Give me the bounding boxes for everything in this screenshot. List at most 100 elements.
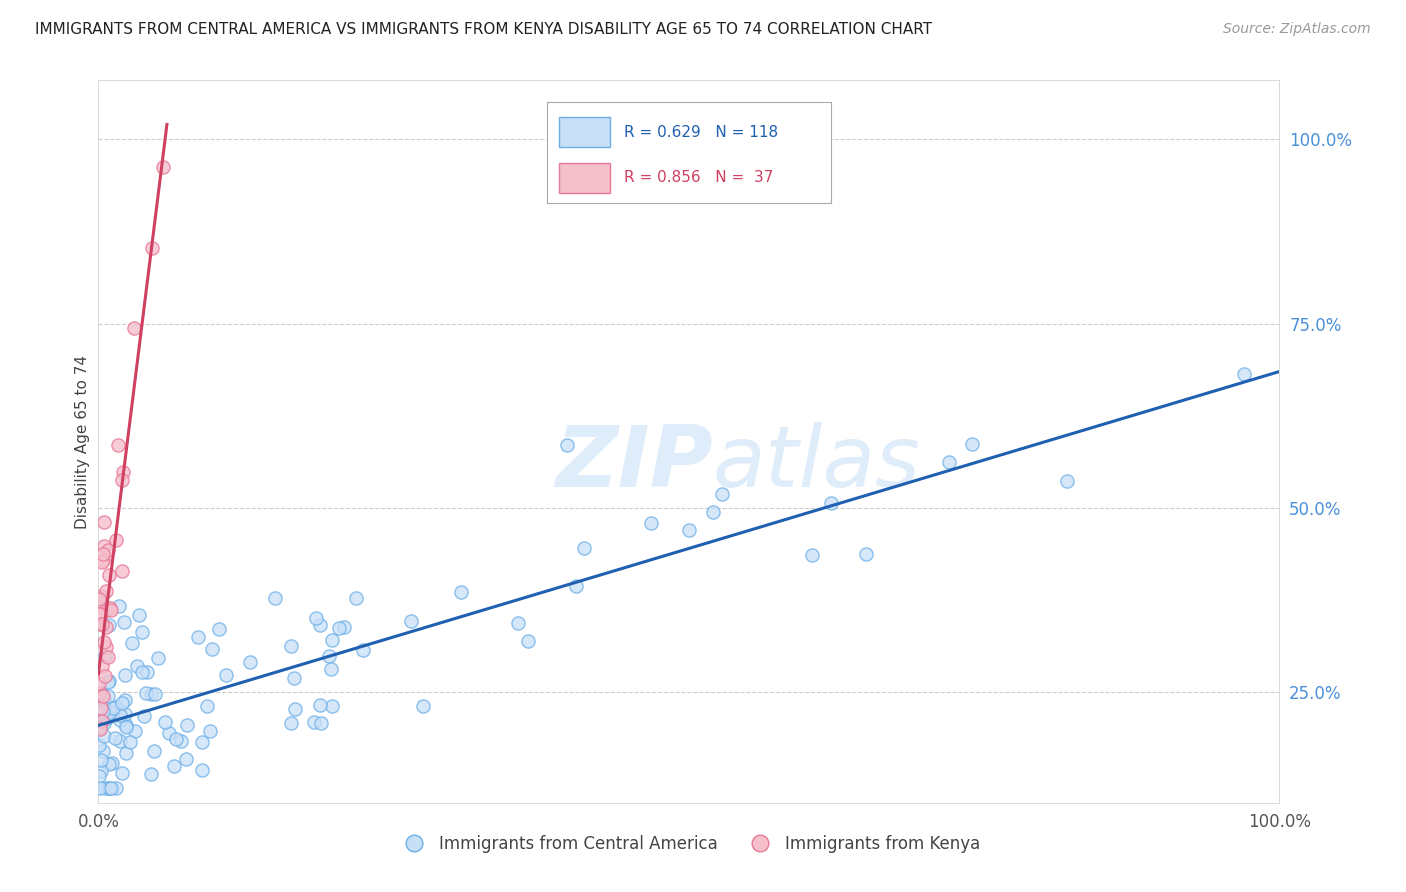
Point [309, 698, 332, 712]
Point [565, 579, 588, 593]
Point [938, 455, 960, 469]
Point [101, 756, 124, 770]
Point [111, 473, 134, 487]
Point [136, 665, 159, 679]
Point [90, 753, 112, 767]
Point [309, 716, 332, 731]
Point [94, 668, 117, 682]
Point [309, 618, 332, 632]
Point [89, 720, 111, 734]
Point [96, 710, 118, 724]
Point [104, 731, 127, 745]
Point [135, 686, 157, 700]
Point [239, 655, 262, 669]
Point [208, 623, 231, 637]
Point [108, 708, 131, 723]
Point [139, 766, 162, 780]
Point [517, 633, 540, 648]
Point [506, 615, 529, 630]
Point [962, 436, 984, 450]
Point [820, 496, 842, 510]
Point [89, 769, 111, 783]
Point [678, 523, 700, 537]
Point [128, 608, 150, 623]
Point [93, 701, 115, 715]
Text: Source: ZipAtlas.com: Source: ZipAtlas.com [1223, 22, 1371, 37]
Point [91, 617, 114, 632]
Point [163, 759, 186, 773]
Point [302, 715, 325, 730]
Legend: Immigrants from Central America, Immigrants from Kenya: Immigrants from Central America, Immigra… [391, 828, 987, 860]
Point [93, 635, 115, 649]
Point [115, 720, 138, 734]
Point [121, 636, 143, 650]
Point [87, 592, 110, 607]
Point [112, 466, 135, 480]
Point [127, 659, 149, 673]
Point [100, 780, 122, 795]
Point [89, 686, 111, 700]
Point [97, 618, 120, 632]
Point [93, 716, 115, 731]
Point [321, 698, 343, 713]
Point [97, 689, 120, 703]
Point [90, 764, 112, 779]
Point [131, 665, 153, 679]
Point [98, 600, 121, 615]
Point [91, 687, 114, 701]
Point [122, 320, 145, 334]
Point [190, 735, 212, 749]
Point [98, 706, 121, 720]
Point [96, 602, 118, 616]
Point [98, 674, 121, 689]
Point [94, 703, 117, 717]
Point [124, 724, 146, 739]
Text: ZIP: ZIP [555, 422, 713, 505]
Point [94, 640, 117, 654]
Point [321, 633, 343, 648]
Point [399, 614, 422, 628]
Point [110, 733, 132, 747]
Point [112, 615, 135, 629]
Point [91, 696, 114, 710]
Point [93, 744, 115, 758]
Point [91, 547, 114, 561]
Point [170, 734, 193, 748]
Point [1056, 474, 1078, 488]
Point [115, 718, 138, 732]
Point [131, 625, 153, 640]
Point [87, 739, 110, 753]
Point [176, 717, 198, 731]
Point [280, 640, 302, 654]
Point [90, 706, 112, 720]
Point [1233, 367, 1256, 381]
Point [101, 700, 124, 714]
Point [91, 555, 114, 569]
Point [93, 692, 115, 706]
Point [187, 630, 209, 644]
Point [89, 590, 111, 604]
Point [141, 241, 163, 255]
Point [195, 698, 218, 713]
Point [93, 516, 115, 530]
Point [97, 568, 120, 582]
Point [710, 487, 733, 501]
Point [114, 693, 136, 707]
Point [93, 729, 115, 743]
Point [100, 603, 122, 617]
Point [284, 701, 307, 715]
Point [305, 610, 328, 624]
Point [215, 668, 238, 682]
Point [555, 437, 578, 451]
Point [107, 599, 129, 614]
Point [146, 650, 169, 665]
Point [90, 701, 112, 715]
Point [702, 505, 724, 519]
Point [91, 689, 114, 703]
Point [91, 704, 114, 718]
Point [450, 585, 472, 599]
Point [94, 648, 117, 663]
Point [352, 643, 374, 657]
Point [93, 690, 115, 705]
Point [96, 583, 118, 598]
